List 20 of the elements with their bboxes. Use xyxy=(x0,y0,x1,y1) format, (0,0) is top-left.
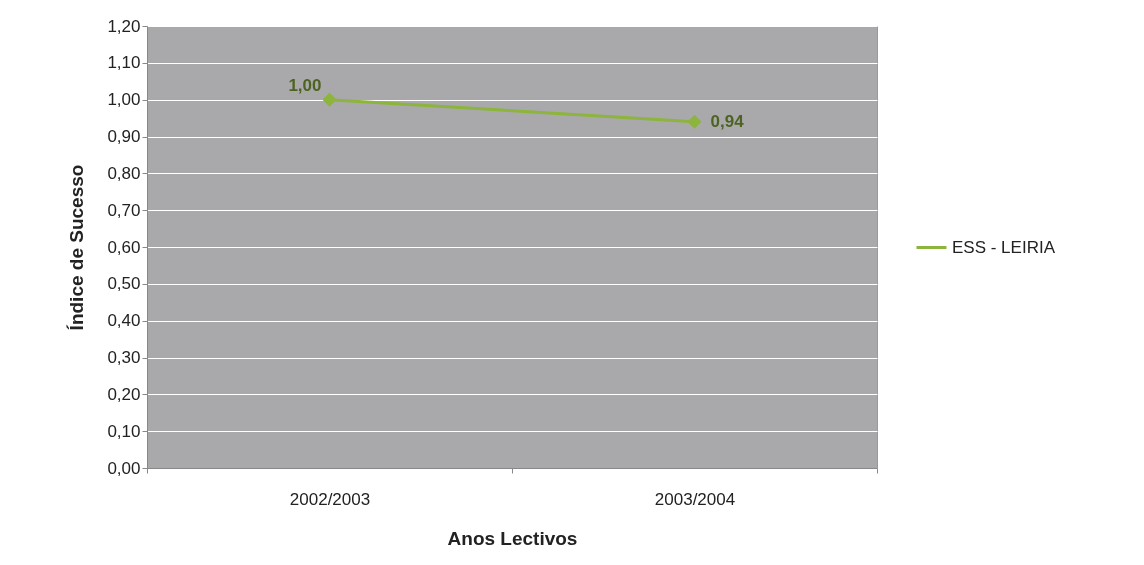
y-tick-label: 0,90 xyxy=(107,127,141,146)
y-tick-label: 0,00 xyxy=(107,458,141,478)
legend-label: ESS - LEIRIA xyxy=(952,237,1056,257)
y-axis-title: Índice de Sucesso xyxy=(66,164,88,331)
x-axis-title: Anos Lectivos xyxy=(447,527,578,549)
y-tick-label: 0,30 xyxy=(107,348,141,367)
y-tick-label: 0,80 xyxy=(107,163,141,183)
y-tick-label: 1,10 xyxy=(107,53,141,73)
x-tick-label: 2002/2003 xyxy=(289,489,371,509)
y-tick-label: 1,00 xyxy=(107,90,141,110)
y-tick-label: 0,50 xyxy=(107,274,141,294)
y-tick-label: 0,60 xyxy=(107,237,141,257)
data-label: 1,00 xyxy=(288,75,322,95)
x-tick-label: 2003/2004 xyxy=(654,489,736,509)
data-label: 0,94 xyxy=(710,111,745,131)
y-tick-label: 1,20 xyxy=(107,16,141,36)
y-tick-label: 0,20 xyxy=(107,384,141,404)
y-tick-label: 0,40 xyxy=(107,311,141,331)
y-tick-label: 0,70 xyxy=(107,200,141,220)
y-tick-label: 0,10 xyxy=(107,421,141,441)
